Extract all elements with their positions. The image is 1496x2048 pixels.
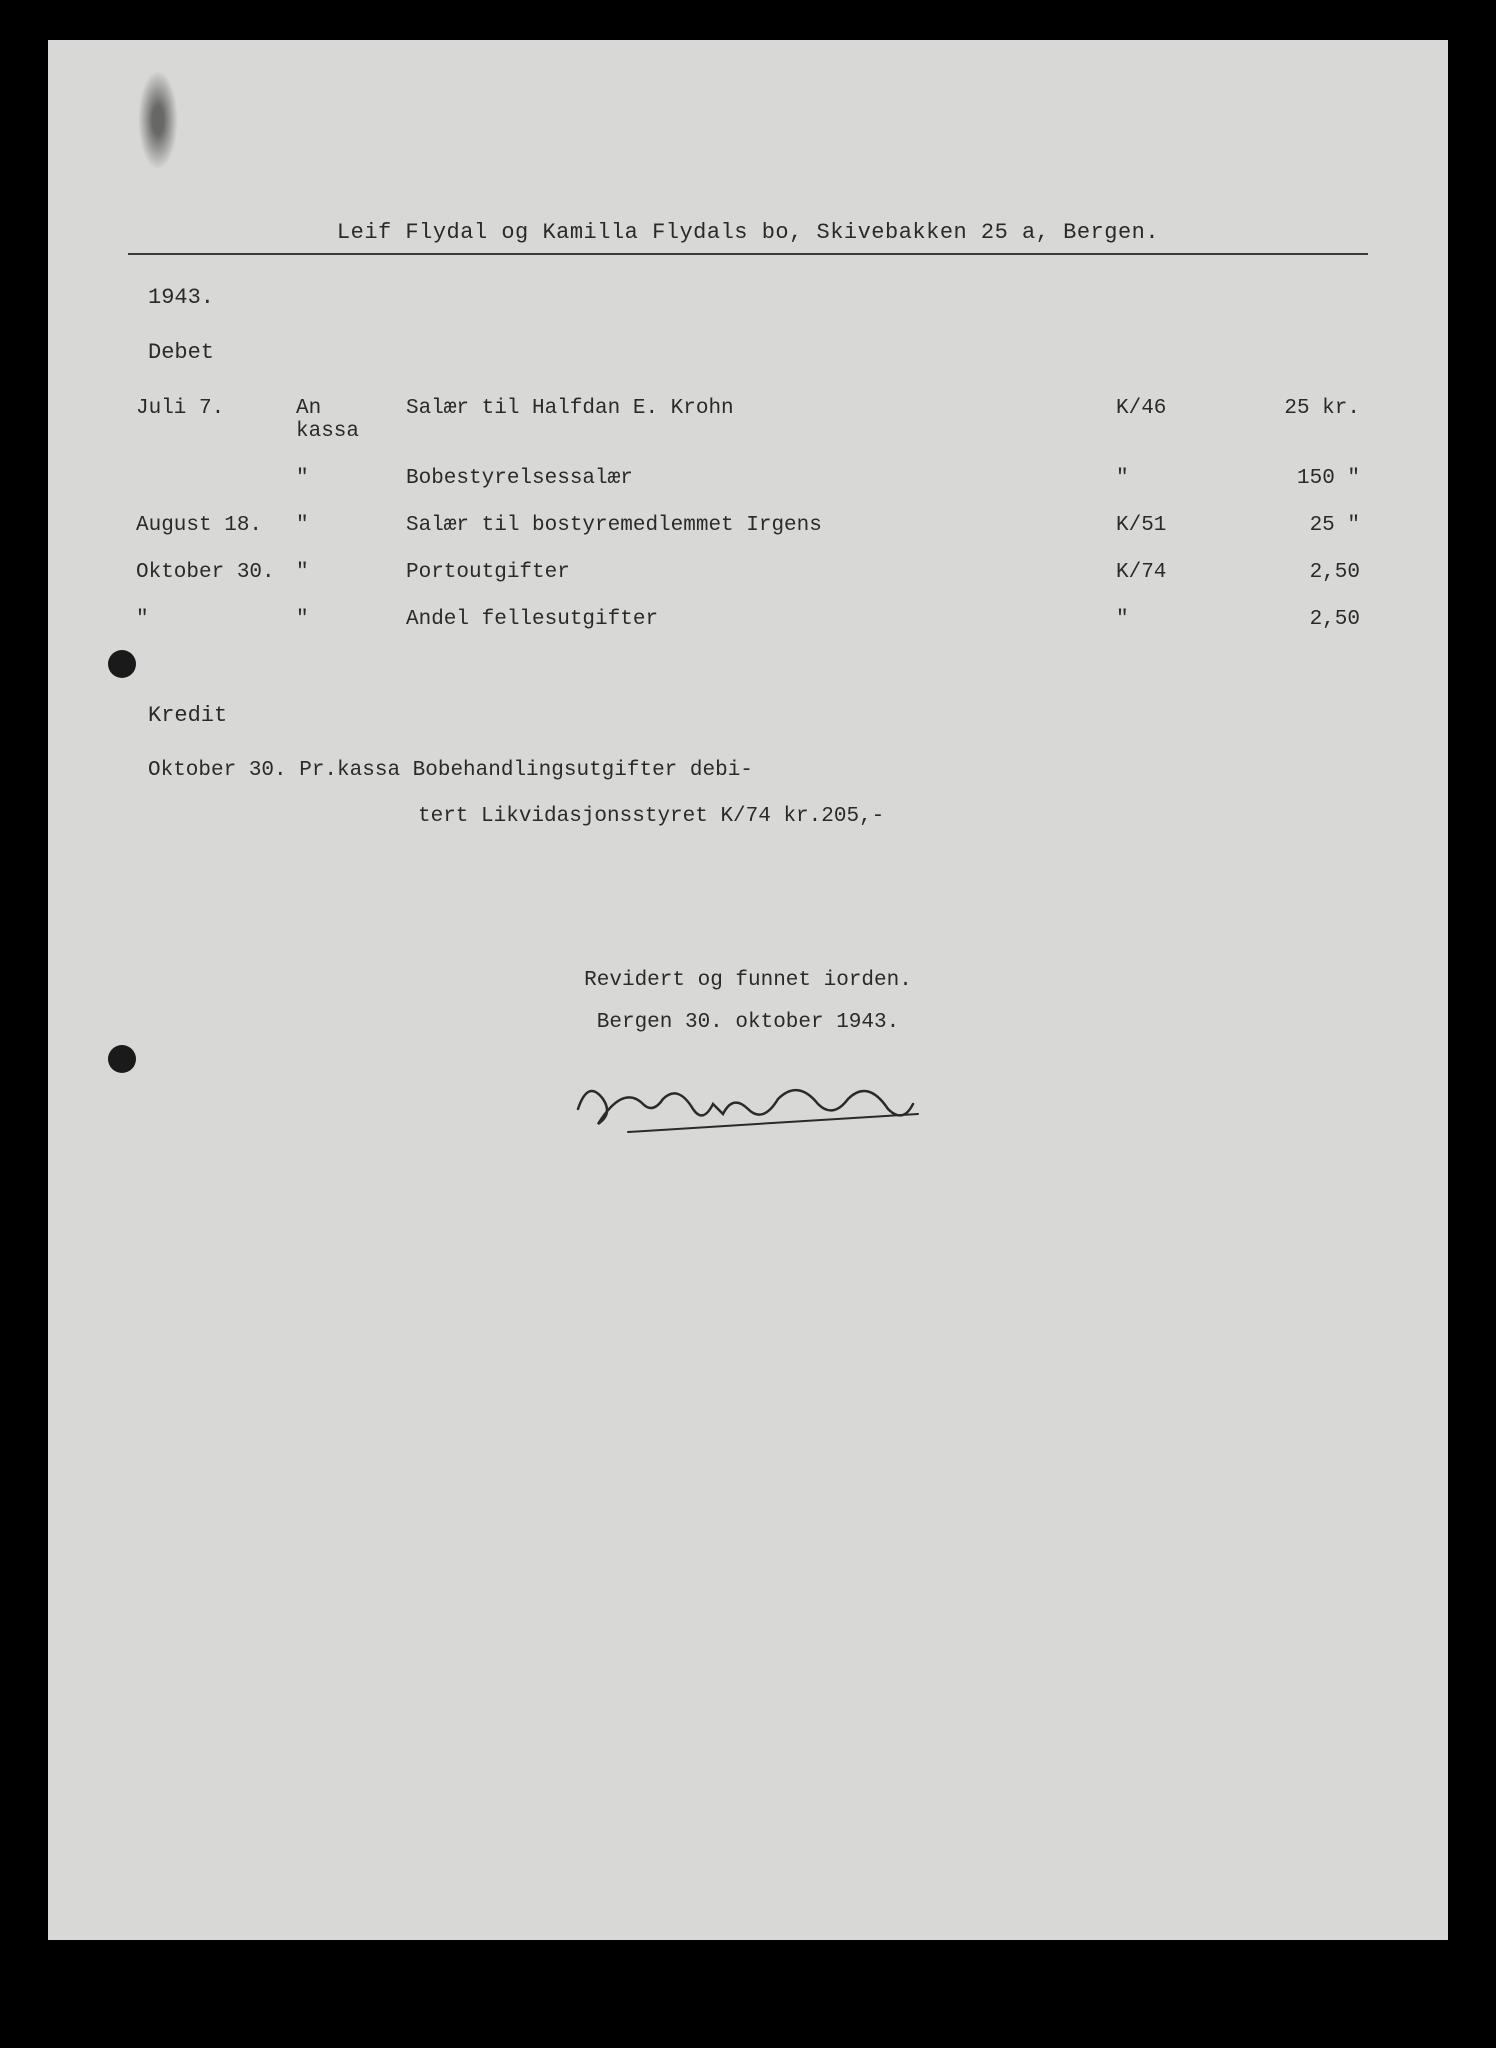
cell-amount: 2,50	[1228, 549, 1368, 596]
debit-table: Juli 7. An kassa Salær til Halfdan E. Kr…	[128, 385, 1368, 643]
signature-svg	[548, 1054, 948, 1154]
document-page: Leif Flydal og Kamilla Flydals bo, Skive…	[48, 40, 1448, 1940]
title-underline	[128, 253, 1368, 255]
cell-via: "	[288, 502, 398, 549]
cell-ref: "	[1108, 455, 1228, 502]
cell-date	[128, 455, 288, 502]
table-row: " Bobestyrelsessalær " 150 "	[128, 455, 1368, 502]
table-row: Juli 7. An kassa Salær til Halfdan E. Kr…	[128, 385, 1368, 455]
cell-date: Oktober 30.	[128, 549, 288, 596]
cell-desc: Salær til Halfdan E. Krohn	[398, 385, 1108, 455]
table-row: August 18. " Salær til bostyremedlemmet …	[128, 502, 1368, 549]
year-label: 1943.	[128, 285, 1368, 310]
cell-desc: Andel fellesutgifter	[398, 596, 1108, 643]
punch-hole	[108, 650, 136, 678]
debit-header: Debet	[128, 340, 1368, 365]
paper-smudge	[138, 70, 178, 170]
footer-revision: Revidert og funnet iorden.	[128, 960, 1368, 1002]
kredit-section: Kredit Oktober 30. Pr.kassa Bobehandling…	[128, 703, 1368, 840]
cell-via: "	[288, 455, 398, 502]
cell-desc: Bobestyrelsessalær	[398, 455, 1108, 502]
cell-desc: Portoutgifter	[398, 549, 1108, 596]
signature	[128, 1054, 1368, 1154]
document-title: Leif Flydal og Kamilla Flydals bo, Skive…	[128, 220, 1368, 245]
cell-ref: "	[1108, 596, 1228, 643]
cell-desc: Salær til bostyremedlemmet Irgens	[398, 502, 1108, 549]
kredit-line: tert Likvidasjonsstyret K/74 kr.205,-	[128, 794, 1368, 840]
table-row: " " Andel fellesutgifter " 2,50	[128, 596, 1368, 643]
cell-amount: 150 "	[1228, 455, 1368, 502]
cell-date: "	[128, 596, 288, 643]
cell-ref: K/46	[1108, 385, 1228, 455]
table-row: Oktober 30. " Portoutgifter K/74 2,50	[128, 549, 1368, 596]
cell-amount: 2,50	[1228, 596, 1368, 643]
cell-via: An kassa	[288, 385, 398, 455]
cell-via: "	[288, 549, 398, 596]
cell-date: Juli 7.	[128, 385, 288, 455]
kredit-line: Oktober 30. Pr.kassa Bobehandlingsutgift…	[128, 748, 1368, 794]
cell-date: August 18.	[128, 502, 288, 549]
cell-ref: K/74	[1108, 549, 1228, 596]
footer-date-place: Bergen 30. oktober 1943.	[128, 1002, 1368, 1044]
cell-ref: K/51	[1108, 502, 1228, 549]
cell-amount: 25 "	[1228, 502, 1368, 549]
footer: Revidert og funnet iorden. Bergen 30. ok…	[128, 960, 1368, 1154]
kredit-header: Kredit	[128, 703, 1368, 728]
cell-amount: 25 kr.	[1228, 385, 1368, 455]
cell-via: "	[288, 596, 398, 643]
punch-hole	[108, 1045, 136, 1073]
